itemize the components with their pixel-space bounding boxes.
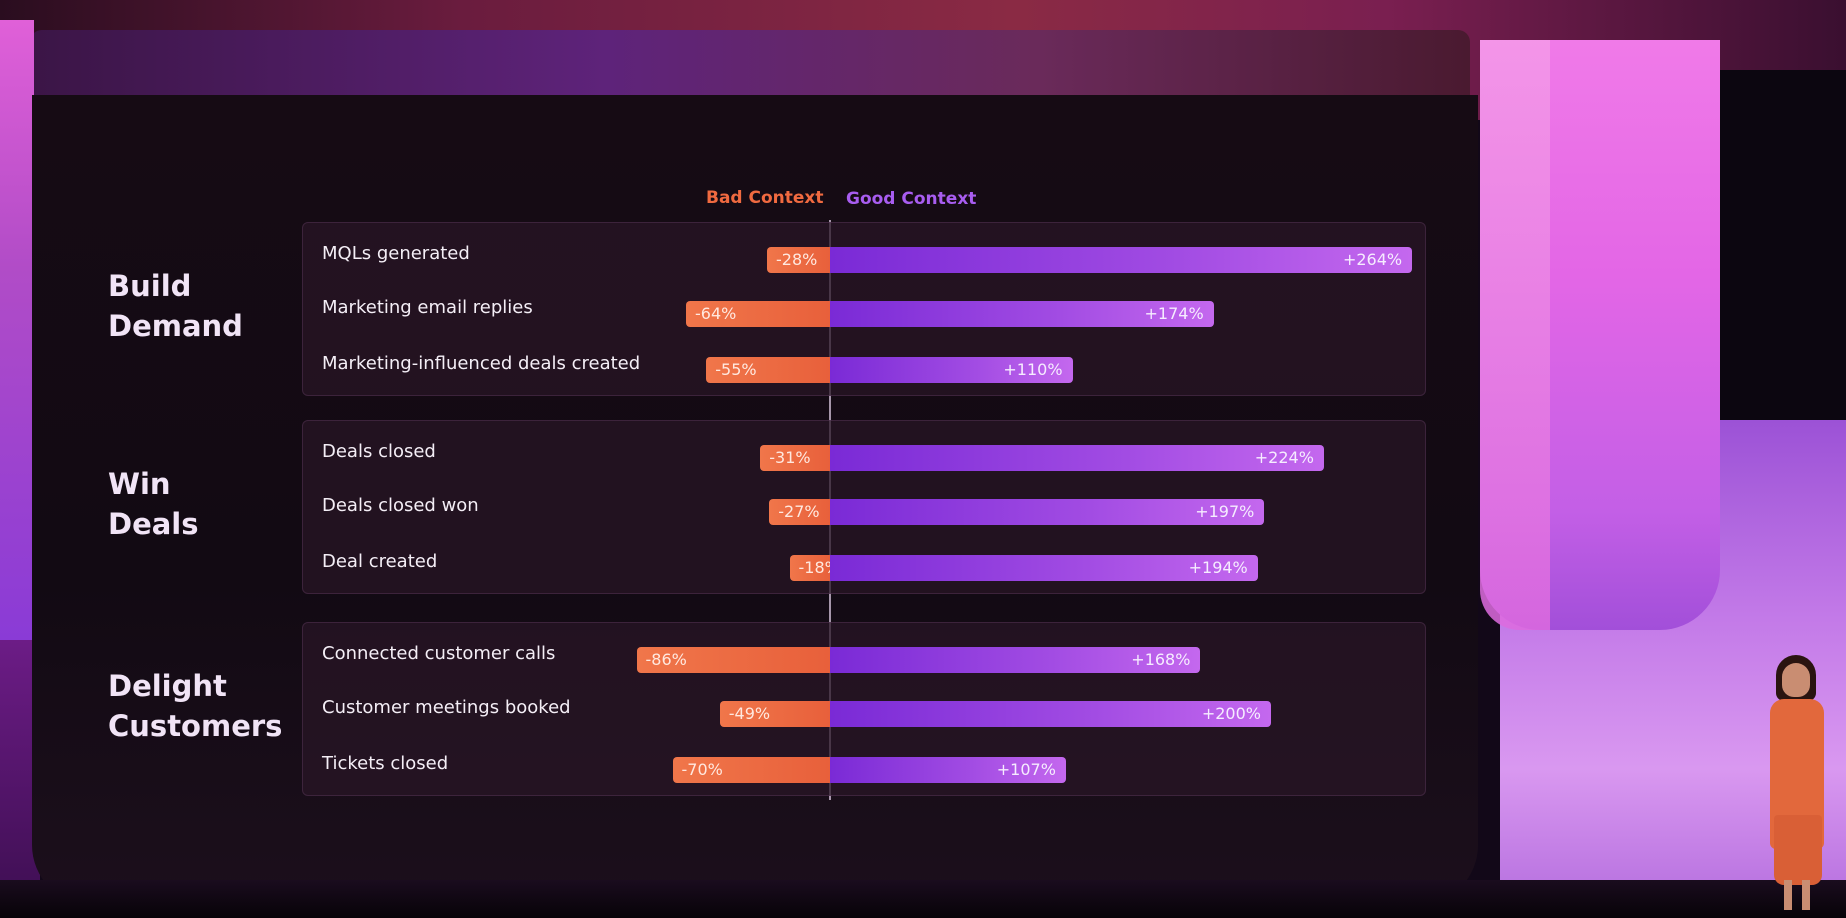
presenter-figure xyxy=(1752,655,1842,915)
group-title: Delight Customers xyxy=(108,669,283,743)
metric-label: Customer meetings booked xyxy=(322,697,571,718)
bad-context-bar: -18% xyxy=(789,555,840,581)
bad-context-bar: -64% xyxy=(686,301,830,327)
good-context-bar: +224% xyxy=(830,445,1324,471)
metric-label: Deals closed xyxy=(322,441,436,462)
bad-context-bar: -70% xyxy=(672,757,830,783)
presenter-head xyxy=(1782,663,1810,697)
good-context-bar: +168% xyxy=(830,647,1201,673)
bad-context-bar: -31% xyxy=(760,445,830,471)
presenter-leg xyxy=(1784,880,1792,910)
good-context-bar: +194% xyxy=(830,555,1258,581)
stage-left-pillar xyxy=(0,20,34,640)
metric-label: Deal created xyxy=(322,551,438,572)
presenter-leg xyxy=(1802,880,1810,910)
stage-right-panel-edge xyxy=(1480,40,1550,630)
group-title: Build Demand xyxy=(108,269,243,343)
stage-right-wall xyxy=(1720,70,1846,420)
good-context-bar: +264% xyxy=(830,247,1413,273)
group-title: Win Deals xyxy=(108,467,199,541)
legend-bad-context: Bad Context xyxy=(706,188,824,208)
metric-label: Tickets closed xyxy=(322,753,449,774)
metric-label: Connected customer calls xyxy=(322,643,556,664)
good-context-bar: +200% xyxy=(830,701,1271,727)
metric-label: Marketing email replies xyxy=(322,297,533,318)
bad-context-bar: -49% xyxy=(719,701,830,727)
presenter-skirt xyxy=(1774,815,1822,885)
good-context-bar: +110% xyxy=(830,357,1073,383)
bad-context-bar: -28% xyxy=(767,247,830,273)
metric-label: Deals closed won xyxy=(322,495,479,516)
bad-context-bar: -86% xyxy=(636,647,830,673)
metric-label: MQLs generated xyxy=(322,243,470,264)
legend-good-context: Good Context xyxy=(846,189,977,209)
metric-label: Marketing-influenced deals created xyxy=(322,353,641,374)
good-context-bar: +197% xyxy=(830,499,1265,525)
bad-context-bar: -27% xyxy=(769,499,830,525)
bad-context-bar: -55% xyxy=(706,357,830,383)
good-context-bar: +174% xyxy=(830,301,1214,327)
audience-silhouettes xyxy=(0,880,1846,918)
good-context-bar: +107% xyxy=(830,757,1066,783)
